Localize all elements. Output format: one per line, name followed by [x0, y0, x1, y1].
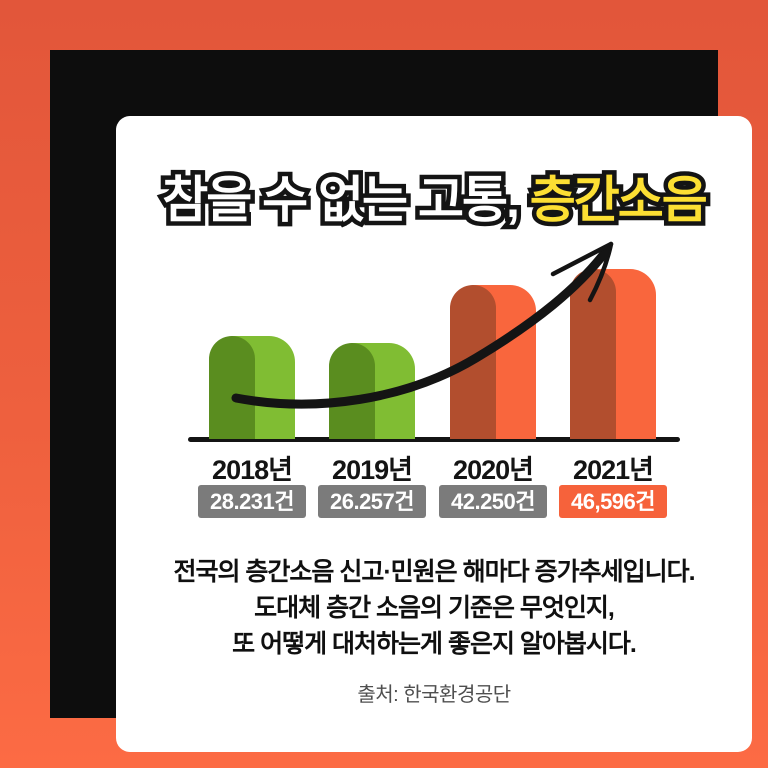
poster-title: 참을 수 없는 고통, 층간소음: [116, 160, 752, 233]
description-line: 전국의 층간소음 신고·민원은 해마다 증가추세입니다.: [173, 558, 695, 586]
bar-2021년: [570, 269, 656, 439]
description: 전국의 층간소음 신고·민원은 해마다 증가추세입니다. 도대체 층간 소음의 …: [116, 554, 752, 662]
title-text: 참을 수 없는 고통,: [158, 168, 530, 233]
description-line: 도대체 층간 소음의 기준은 무엇인지,: [254, 594, 615, 622]
chart-axis-line: [188, 437, 680, 442]
year-label: 2020년: [453, 455, 534, 485]
trend-arrow-icon: [231, 241, 614, 409]
year-label: 2019년: [332, 455, 413, 485]
value-badge: 42.250건: [439, 485, 547, 518]
bar-shade: [209, 336, 256, 439]
description-line: 또 어떻게 대처하는게 좋은지 알아봅시다.: [232, 630, 637, 658]
poster-frame: 참을 수 없는 고통, 층간소음 2018년 28.231건 2019년 26.257…: [50, 50, 752, 752]
year-label: 2021년: [573, 455, 654, 485]
value-badge: 46,596건: [559, 485, 667, 518]
source-text: 출처: 한국환경공단: [357, 684, 511, 706]
year-label: 2018년: [212, 455, 293, 485]
value-badge: 28.231건: [198, 485, 306, 518]
title-highlight: 층간소음: [525, 168, 712, 233]
bar-shade: [329, 343, 376, 439]
poster-card: 참을 수 없는 고통, 층간소음 2018년 28.231건 2019년 26.257…: [116, 116, 752, 752]
bar-2018년: [209, 336, 295, 439]
bar-chart: 2018년 28.231건 2019년 26.257건 2020년 42.250건 2021…: [116, 116, 752, 752]
value-badge: 26.257건: [318, 485, 426, 518]
